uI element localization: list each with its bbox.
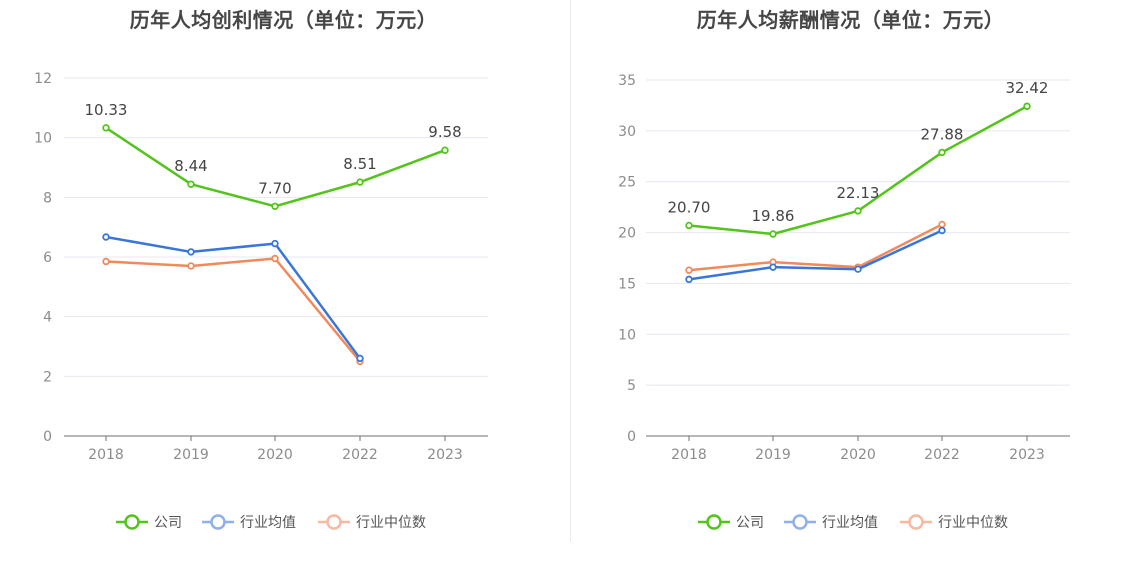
y-tick-label: 10	[618, 327, 636, 343]
x-tick-label: 2022	[342, 447, 378, 463]
y-tick-label: 35	[618, 73, 636, 89]
y-tick-label: 6	[43, 250, 52, 266]
data-label: 9.58	[428, 123, 461, 141]
series-line	[688, 223, 943, 272]
data-point	[102, 124, 110, 132]
y-tick-label: 10	[34, 131, 52, 147]
chart-title: 历年人均创利情况（单位：万元）	[129, 8, 438, 32]
y-tick-label: 0	[627, 429, 636, 445]
data-point	[356, 354, 364, 363]
data-label: 8.51	[343, 155, 376, 173]
y-tick-label: 25	[618, 175, 636, 191]
data-label: 10.33	[85, 101, 128, 119]
legend: 公司 行业均值 行业中位数	[567, 510, 1134, 534]
data-point	[271, 254, 279, 263]
legend: 公司 行业均值 行业中位数	[0, 510, 567, 534]
data-point	[769, 230, 777, 238]
y-tick-label: 20	[618, 226, 636, 242]
profit-chart-panel: 历年人均创利情况（单位：万元） 0 2 4 6 8 10 12 2018 2019 2020 202…	[0, 8, 567, 534]
data-point	[769, 263, 777, 271]
legend-label: 行业均值	[240, 515, 296, 531]
data-point	[102, 257, 110, 266]
y-tick-label: 5	[627, 378, 636, 394]
x-tick-label: 2023	[1009, 447, 1045, 463]
legend-label: 行业中位数	[938, 515, 1008, 531]
y-tick-label: 12	[34, 71, 52, 87]
data-point	[356, 178, 364, 186]
data-point	[854, 207, 862, 215]
y-tick-label: 8	[43, 190, 52, 206]
data-point	[1023, 102, 1031, 110]
salary-chart: 0 5 10 15 20 25 30 35 2018 2019 2020 2022 2023 20.70 1…	[618, 73, 1070, 463]
x-tick-label: 2018	[671, 447, 707, 463]
legend-label: 公司	[736, 515, 764, 531]
x-tick-label: 2020	[257, 447, 293, 463]
legend-item-industry-avg[interactable]: 行业均值	[200, 510, 296, 534]
data-point	[938, 226, 946, 235]
y-tick-label: 15	[618, 276, 636, 292]
data-point	[187, 180, 195, 188]
x-tick-label: 2019	[173, 447, 209, 463]
x-tick-label: 2020	[840, 447, 876, 463]
y-tick-label: 30	[618, 124, 636, 140]
data-label: 27.88	[921, 125, 964, 143]
x-tick-label: 2018	[88, 447, 124, 463]
data-point	[685, 275, 693, 284]
data-point	[685, 221, 693, 230]
data-point	[854, 265, 862, 273]
series-line	[688, 105, 1028, 236]
data-label: 19.86	[752, 207, 795, 225]
legend-item-industry-avg[interactable]: 行业均值	[782, 510, 878, 534]
x-tick-label: 2022	[924, 447, 960, 463]
data-label: 22.13	[837, 184, 880, 202]
data-point	[685, 266, 693, 274]
series-line	[105, 257, 361, 363]
data-point	[271, 239, 279, 248]
data-point	[938, 220, 946, 229]
legend-label: 行业均值	[822, 515, 878, 531]
chart-title: 历年人均薪酬情况（单位：万元）	[696, 8, 1005, 32]
y-tick-label: 0	[43, 429, 52, 445]
x-tick-label: 2023	[427, 447, 463, 463]
y-tick-label: 4	[43, 310, 52, 326]
data-label: 20.70	[668, 198, 711, 216]
data-point	[187, 248, 195, 256]
data-point	[187, 262, 195, 270]
panel-divider	[570, 0, 571, 542]
data-point	[938, 148, 946, 157]
series-line	[688, 229, 943, 281]
data-label: 32.42	[1006, 79, 1049, 97]
data-point	[271, 202, 279, 210]
data-point	[102, 233, 110, 241]
legend-label: 公司	[154, 515, 182, 531]
data-point	[441, 146, 449, 154]
series-line	[105, 235, 362, 360]
legend-item-company[interactable]: 公司	[696, 510, 764, 534]
legend-label: 行业中位数	[356, 515, 426, 531]
x-tick-label: 2019	[755, 447, 791, 463]
data-label: 7.70	[258, 179, 291, 197]
legend-item-company[interactable]: 公司	[114, 510, 182, 534]
profit-chart: 0 2 4 6 8 10 12 2018 2019 2020 2022 2023 10.33 8.44 7.…	[34, 71, 488, 463]
data-label: 8.44	[174, 157, 207, 175]
legend-item-industry-median[interactable]: 行业中位数	[316, 510, 426, 534]
salary-chart-panel: 历年人均薪酬情况（单位：万元） 0 5 10 15 20 25 30 35 2018 2019 20…	[567, 0, 1134, 582]
y-tick-label: 2	[43, 369, 52, 385]
legend-item-industry-median[interactable]: 行业中位数	[898, 510, 1008, 534]
